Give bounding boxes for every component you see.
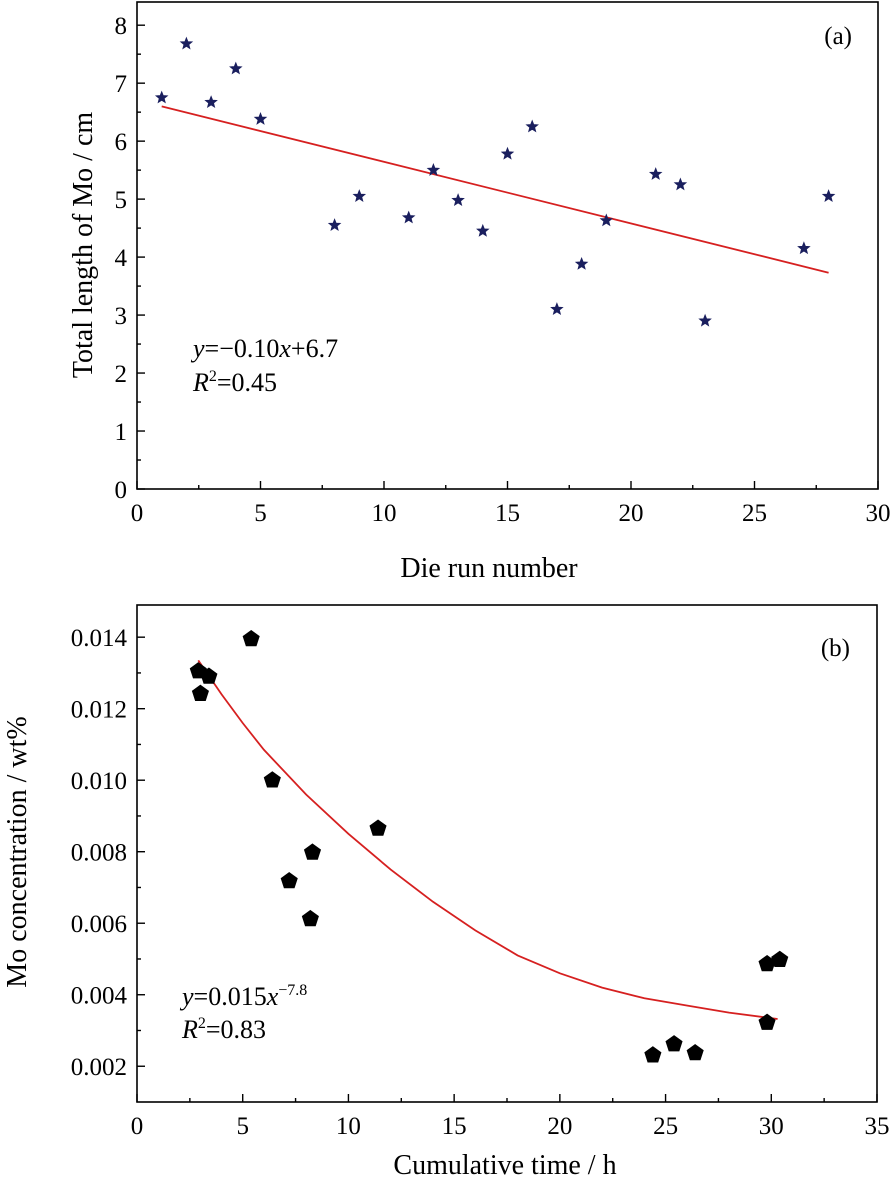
data-point-a (821, 189, 836, 202)
x-tick-label-b: 25 (653, 1113, 678, 1140)
data-point-b (369, 819, 387, 836)
x-tick-label-b: 0 (131, 1113, 144, 1140)
y-axis-title-b: Mo concentration / wt% (2, 716, 33, 987)
x-tick-label-a: 20 (619, 500, 644, 527)
data-point-b (644, 1046, 662, 1063)
r-squared-b: R2=0.83 (181, 1015, 266, 1044)
data-point-b (263, 771, 281, 788)
data-point-a (574, 256, 589, 270)
panel-label-a: (a) (824, 23, 852, 50)
data-point-b (200, 667, 218, 684)
x-tick-label-b: 30 (759, 1113, 784, 1140)
y-tick-label-b: 0.008 (71, 840, 127, 867)
panel-a: 0 5 10 15 20 25 30 0 1 2 3 4 5 6 7 8 (a) Die run number… (68, 1, 890, 584)
data-point-a (327, 218, 342, 231)
data-point-a (253, 112, 268, 125)
y-tick-label-a: 8 (115, 13, 128, 40)
fit-equation-b: y=0.015x−7.8 (179, 982, 307, 1011)
y-tick-label-a: 5 (115, 187, 128, 214)
data-point-a (154, 90, 169, 104)
data-point-b (242, 629, 260, 647)
data-point-a (698, 313, 712, 327)
data-point-a (525, 119, 539, 133)
panel-label-b: (b) (821, 635, 850, 662)
x-axis-title-a: Die run number (400, 553, 578, 584)
tick-marks-b (136, 636, 878, 1102)
x-tick-label-a: 30 (866, 500, 890, 527)
y-tick-label-b: 0.012 (71, 697, 127, 724)
y-tick-label-b: 0.002 (71, 1054, 127, 1081)
data-point-a (500, 146, 515, 160)
x-tick-label-b: 5 (236, 1113, 249, 1140)
fit-equation-a: y=−0.10x+6.7 (190, 334, 338, 363)
plot-frame-a (136, 1, 879, 490)
data-point-b (771, 950, 789, 967)
data-point-a (550, 302, 564, 316)
x-tick-label-b: 10 (336, 1113, 361, 1140)
y-tick-label-a: 6 (115, 129, 128, 156)
data-point-b (301, 909, 319, 927)
data-point-a (179, 36, 194, 50)
data-point-a (426, 163, 441, 176)
tick-labels-b: 0 5 10 15 20 25 30 35 0.002 0.004 0.006 0.008 0.010 0… (71, 625, 890, 1140)
data-point-a (476, 223, 490, 237)
y-tick-label-b: 0.006 (71, 911, 127, 938)
data-point-b (191, 684, 209, 701)
y-tick-label-b: 0.004 (71, 983, 128, 1010)
y-tick-label-a: 4 (115, 245, 128, 272)
data-point-a (797, 241, 811, 255)
y-tick-label-a: 2 (115, 361, 128, 388)
tick-marks-a (136, 24, 879, 490)
data-point-a (451, 193, 465, 207)
x-tick-label-a: 15 (495, 500, 520, 527)
data-point-a (599, 213, 614, 227)
data-point-b (665, 1035, 683, 1052)
x-tick-label-a: 5 (254, 500, 267, 527)
data-point-a (229, 61, 243, 75)
fit-line-a (161, 105, 829, 274)
data-point-b (280, 872, 298, 889)
data-point-b (303, 843, 322, 860)
y-tick-label-a: 7 (115, 71, 128, 98)
y-axis-title-a: Total length of Mo / cm (68, 112, 99, 379)
y-tick-label-a: 0 (115, 477, 128, 504)
data-points-b (189, 629, 789, 1063)
data-point-a (204, 95, 218, 109)
x-tick-label-b: 15 (442, 1113, 467, 1140)
data-point-a (648, 167, 663, 180)
x-tick-label-a: 10 (372, 500, 397, 527)
panel-b: 0 5 10 15 20 25 30 35 0.002 0.004 0.006 0.008 0.010 0… (2, 604, 890, 1181)
x-tick-label-a: 25 (742, 500, 767, 527)
fit-curve-b (197, 659, 778, 1020)
data-point-a (673, 177, 688, 191)
y-tick-label-b: 0.010 (71, 768, 127, 795)
x-tick-label-b: 20 (547, 1113, 572, 1140)
x-axis-title-b: Cumulative time / h (393, 1150, 616, 1181)
y-tick-label-a: 3 (115, 303, 128, 330)
y-tick-label-b: 0.014 (71, 625, 128, 652)
data-point-a (352, 189, 367, 202)
x-tick-label-a: 0 (131, 500, 144, 527)
r-squared-a: R2=0.45 (192, 368, 277, 397)
x-tick-label-b: 35 (865, 1113, 890, 1140)
data-point-b (758, 1013, 776, 1030)
tick-labels-a: 0 5 10 15 20 25 30 0 1 2 3 4 5 6 7 8 (115, 13, 890, 527)
data-point-a (401, 210, 416, 224)
y-tick-label-a: 1 (115, 419, 128, 446)
data-points-a (154, 36, 836, 327)
data-point-b (686, 1044, 704, 1061)
